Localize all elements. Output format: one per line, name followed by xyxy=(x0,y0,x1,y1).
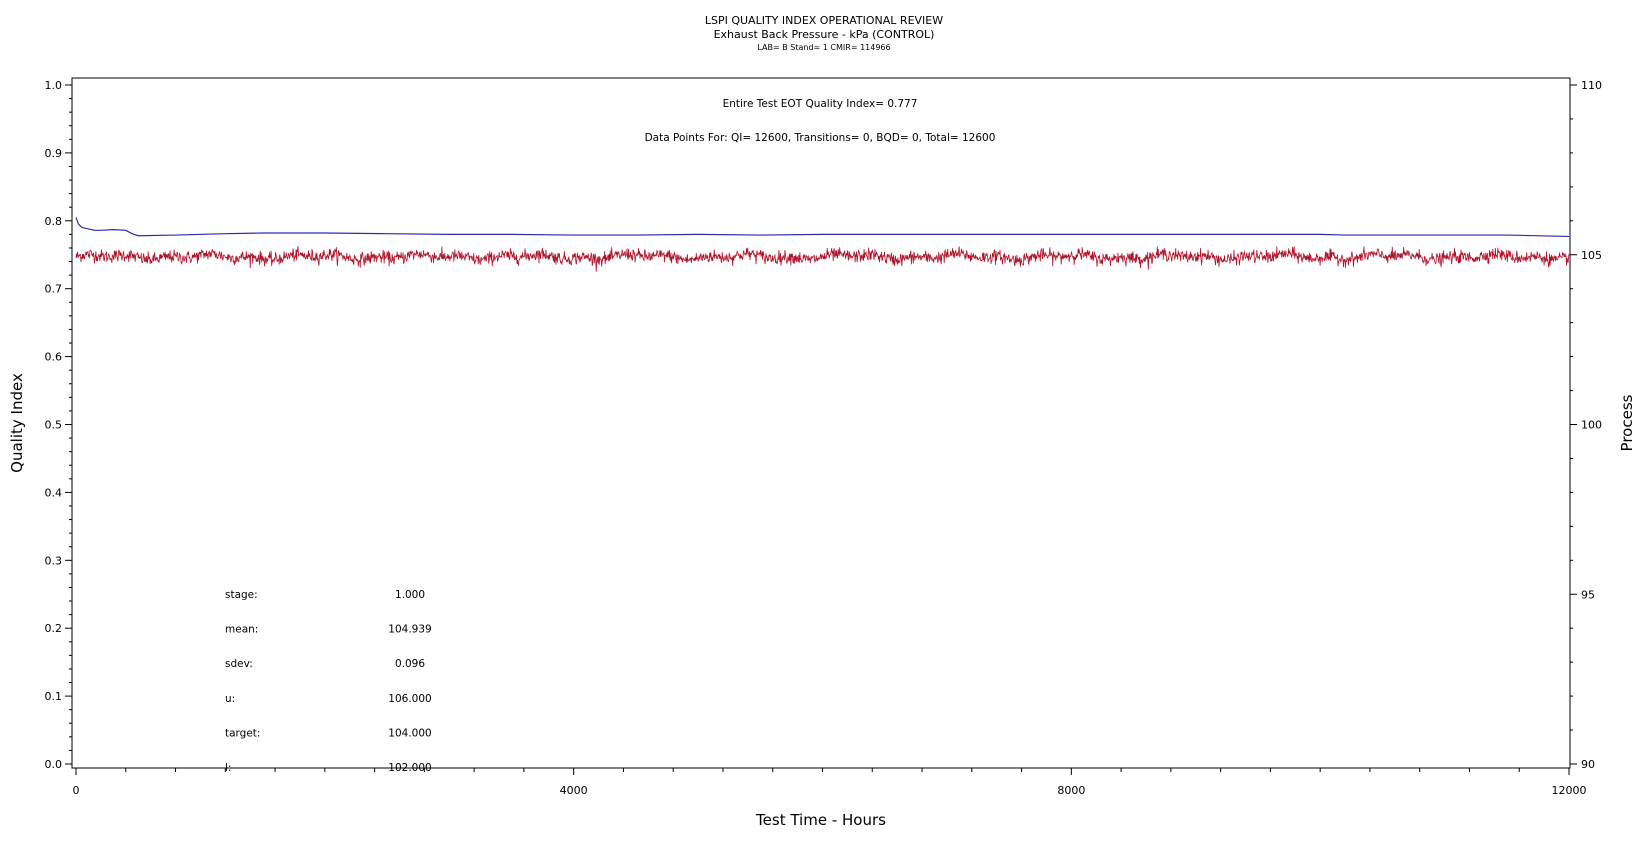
stat-label: target: xyxy=(225,727,260,739)
stat-label: stage: xyxy=(225,589,258,601)
stat-value: 1.000 xyxy=(395,589,425,601)
stat-value: 106.000 xyxy=(388,693,431,705)
axis-ticks: 0.0 0.1 0.2 0.3 0.4 0.5 0.6 0.7 0.8 0.9 1.0 90 95 100… xyxy=(45,79,1603,797)
stat-label: u: xyxy=(225,693,235,705)
chart-subtitle: Exhaust Back Pressure - kPa (CONTROL) xyxy=(714,28,935,41)
stat-label: l: xyxy=(225,762,231,774)
y-left-tick-label: 0.9 xyxy=(45,147,63,160)
y-right-tick-label: 110 xyxy=(1581,79,1602,92)
y-left-tick-label: 0.7 xyxy=(45,283,63,296)
x-tick-label: 4000 xyxy=(560,784,588,797)
stat-value: 0.096 xyxy=(395,658,425,670)
chart-subtitle-lab: LAB= B Stand= 1 CMIR= 114966 xyxy=(757,43,890,52)
stats-table: stage: 1.000 mean: 104.939 sdev: 0.096 u: 106.0… xyxy=(225,589,432,774)
x-axis-label: Test Time - Hours xyxy=(755,811,886,829)
x-tick-label: 12000 xyxy=(1552,784,1587,797)
y-right-tick-label: 95 xyxy=(1581,588,1595,601)
plot-frame xyxy=(71,77,1571,769)
y-left-tick-label: 0.6 xyxy=(45,351,63,364)
stat-label: mean: xyxy=(225,624,258,636)
y-left-tick-label: 0.0 xyxy=(45,758,63,771)
y-left-tick-label: 0.4 xyxy=(45,486,63,499)
stat-label: sdev: xyxy=(225,658,253,670)
y-left-tick-label: 0.3 xyxy=(45,554,63,567)
annotation-data-points: Data Points For: QI= 12600, Transitions=… xyxy=(645,132,996,144)
y-left-tick-label: 0.1 xyxy=(45,690,63,703)
y-left-tick-label: 0.2 xyxy=(45,622,63,635)
y-left-tick-label: 0.8 xyxy=(45,215,63,228)
y-axis-label-right: Process xyxy=(1618,394,1636,451)
y-right-tick-label: 100 xyxy=(1581,419,1602,432)
y-right-tick-label: 90 xyxy=(1581,758,1595,771)
annotation-quality-index: Entire Test EOT Quality Index= 0.777 xyxy=(723,98,918,110)
y-left-tick-label: 1.0 xyxy=(45,79,63,92)
process-series-line xyxy=(75,245,1570,272)
quality-index-series-line xyxy=(75,217,1570,238)
y-axis-label-left: Quality Index xyxy=(8,373,26,473)
stat-value: 104.000 xyxy=(388,727,431,739)
stat-value: 102.000 xyxy=(388,762,431,774)
x-tick-label: 8000 xyxy=(1057,784,1085,797)
x-tick-label: 0 xyxy=(73,784,80,797)
series-layer xyxy=(75,217,1570,272)
y-left-tick-label: 0.5 xyxy=(45,419,63,432)
stat-value: 104.939 xyxy=(388,624,431,636)
y-right-tick-label: 105 xyxy=(1581,249,1602,262)
chart-title: LSPI QUALITY INDEX OPERATIONAL REVIEW xyxy=(705,14,943,27)
